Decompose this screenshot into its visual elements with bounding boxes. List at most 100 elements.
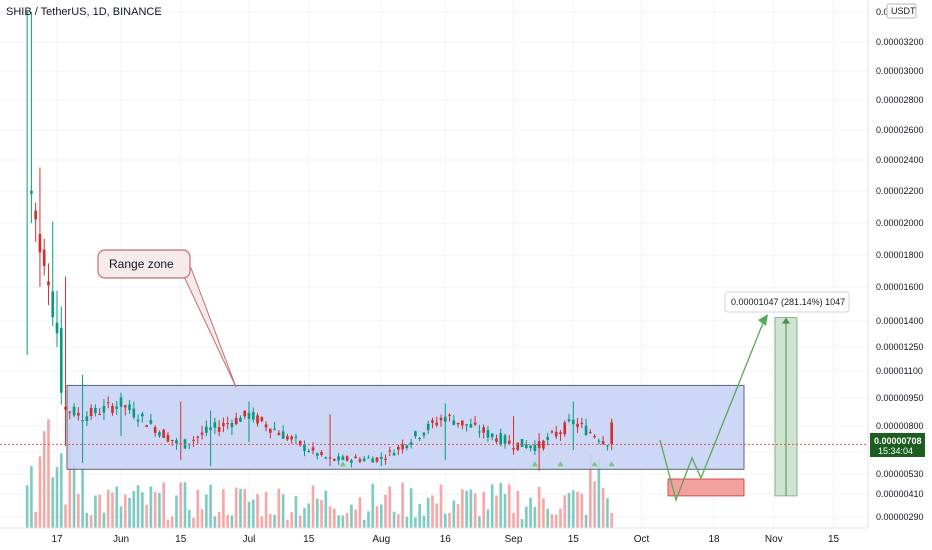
price-tick-label: 0.00000800 <box>876 421 924 431</box>
volume-bar <box>205 494 208 528</box>
volume-bar <box>98 494 101 528</box>
candle-body <box>371 458 375 463</box>
candle-body <box>239 417 242 422</box>
volume-bar <box>533 506 537 528</box>
volume-bar <box>542 498 545 528</box>
volume-bar <box>111 492 114 528</box>
candle-body <box>205 426 208 433</box>
candle-body <box>81 420 84 422</box>
volume-bar <box>328 506 332 528</box>
last-price-tag: 0.00000708 15:34:04 <box>870 433 925 457</box>
volume-bar <box>38 456 42 528</box>
support-marker-icon <box>531 461 538 467</box>
candle-body <box>273 428 276 430</box>
range-zone-label: Range zone <box>109 257 174 271</box>
volume-bar <box>345 513 349 528</box>
candle-body <box>397 446 400 450</box>
candle-body <box>281 431 285 439</box>
candle-body <box>234 417 238 425</box>
candle-body <box>461 420 464 426</box>
volume-bar <box>239 488 242 528</box>
volume-bar <box>554 514 558 528</box>
candle-body <box>55 322 59 334</box>
candle-body <box>597 440 601 442</box>
price-tick-label: 0.00000950 <box>876 393 924 403</box>
candle-body <box>226 423 229 425</box>
candle-body <box>584 425 588 436</box>
volume-bar <box>315 498 319 528</box>
candle-body <box>448 414 451 416</box>
volume-bar <box>362 519 366 528</box>
volume-bar <box>392 511 396 528</box>
volume-bar <box>499 482 503 528</box>
volume-bar <box>610 512 613 528</box>
candle-body <box>315 453 319 456</box>
volume-bar <box>490 484 494 528</box>
loss-box[interactable] <box>667 478 745 497</box>
volume-bar <box>571 490 575 528</box>
candle-body <box>405 445 409 448</box>
time-tick-label: Nov <box>765 534 783 545</box>
volume-bar <box>452 500 456 528</box>
volume-bar <box>281 494 285 528</box>
candle-body <box>132 408 136 418</box>
volume-bar <box>260 516 264 528</box>
time-axis[interactable]: 17 Jun 15 Jul 15 Aug 16 Sep 15 Oct 18 Nov 15 <box>51 534 839 545</box>
range-callout[interactable]: Range zone <box>97 249 237 388</box>
price-tick-label: 0.00002000 <box>876 218 924 228</box>
candle-body <box>367 457 370 459</box>
candle-body <box>217 427 221 432</box>
volume-bar <box>149 486 153 528</box>
candle-body <box>98 413 101 415</box>
volume-bar <box>286 519 289 528</box>
volume-bar <box>273 514 276 528</box>
volume-bar <box>486 509 490 528</box>
candle-body <box>77 413 80 416</box>
candle-body <box>571 419 575 425</box>
volume-bar <box>448 512 451 528</box>
price-tick-label: 0.00002800 <box>876 95 924 105</box>
volume-bar <box>601 487 605 528</box>
candle-body <box>294 436 298 438</box>
candle-body <box>409 442 413 445</box>
volume-bar <box>51 477 55 528</box>
volume-bar <box>576 491 579 528</box>
volume-bar <box>251 499 255 528</box>
support-marker-icon <box>608 461 615 467</box>
candle-body <box>260 417 264 422</box>
chart-title: SHIB / TetherUS, 1D, BINANCE <box>6 6 162 18</box>
candle-body <box>601 440 605 444</box>
volume-bar <box>192 517 195 528</box>
volume-bar <box>30 466 33 528</box>
volume-bar <box>307 503 311 528</box>
candle-body <box>94 407 97 414</box>
projection-line[interactable] <box>659 317 766 503</box>
candle-body <box>145 425 148 427</box>
candle-body <box>333 458 336 461</box>
candle-body <box>34 210 37 220</box>
volume-bar <box>422 515 426 528</box>
volume-bar <box>525 506 528 528</box>
volume-bar <box>277 488 281 528</box>
currency-badge[interactable]: USDT <box>886 3 917 19</box>
volume-bar <box>145 504 148 528</box>
candle-body <box>162 429 165 438</box>
volume-bar <box>456 504 460 528</box>
volume-bar <box>584 514 588 528</box>
projection-label: 0.00001047 (281.14%) 1047 <box>731 297 845 307</box>
candle-body <box>111 405 114 413</box>
time-tick-label: 15 <box>568 534 580 545</box>
candle-body <box>47 281 50 286</box>
support-marker-icon <box>591 461 598 467</box>
range-zone[interactable] <box>66 384 745 470</box>
volume-bar <box>123 494 127 528</box>
volume-bar <box>597 458 601 528</box>
volume-bar <box>580 493 584 528</box>
price-tick-label: 0.00001250 <box>876 342 924 352</box>
time-tick-label: Oct <box>634 534 650 545</box>
volume-bar <box>55 467 59 528</box>
candle-body <box>42 249 46 266</box>
support-marker-icon <box>557 461 564 467</box>
candle-body <box>247 412 251 419</box>
candle-body <box>358 459 362 462</box>
